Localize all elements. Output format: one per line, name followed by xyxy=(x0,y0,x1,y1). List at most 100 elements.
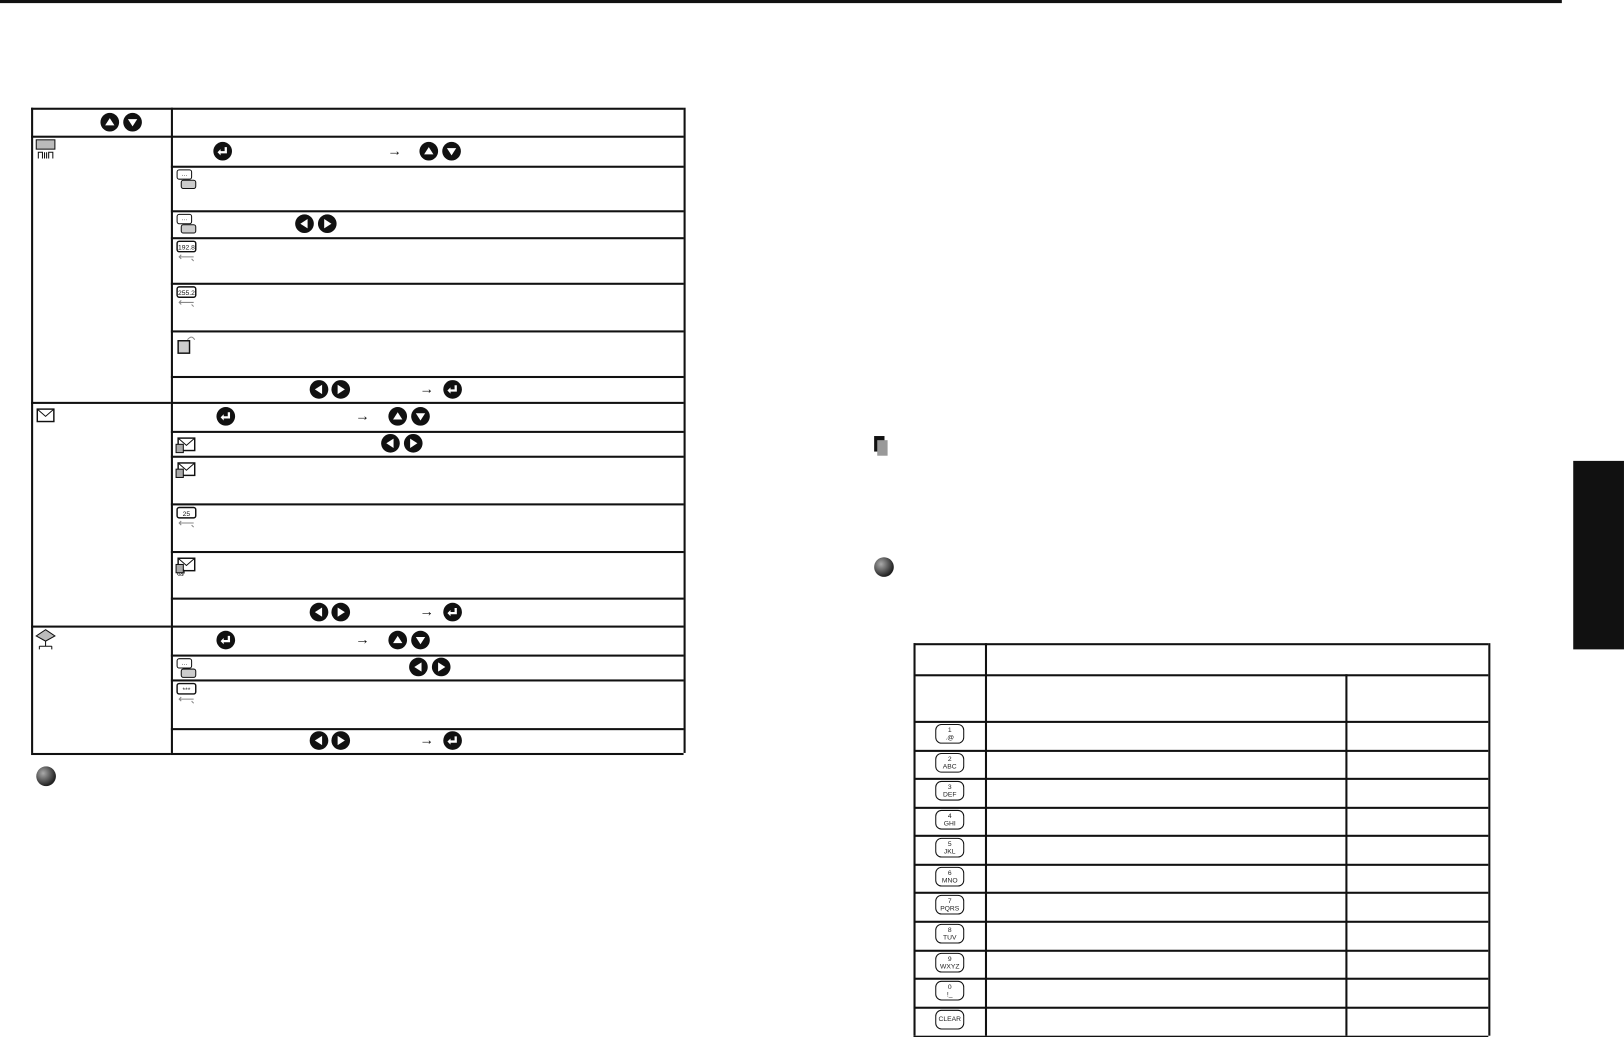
table-rule xyxy=(170,165,684,168)
table-rule xyxy=(913,749,1489,752)
right-button[interactable] xyxy=(331,731,351,750)
svg-text:192.8: 192.8 xyxy=(178,245,195,252)
table-rule xyxy=(170,455,684,458)
table-rule xyxy=(31,107,33,753)
right-button[interactable] xyxy=(331,602,351,621)
table-rule xyxy=(31,752,171,755)
keypad-key-3: 3 DEF xyxy=(935,780,965,801)
note-bullet-icon xyxy=(36,766,56,787)
table-rule xyxy=(683,107,686,753)
mail-icon xyxy=(34,404,57,427)
left-button[interactable] xyxy=(309,379,329,399)
key-number: 1 xyxy=(947,727,952,735)
key-characters: .@ xyxy=(945,734,955,742)
table-rule xyxy=(31,135,684,138)
svg-text:25: 25 xyxy=(183,511,191,518)
table-rule xyxy=(1488,643,1490,1036)
svg-text:···: ··· xyxy=(181,661,187,668)
table-rule xyxy=(913,834,1489,837)
keypad-key-6: 6 MNO xyxy=(935,866,965,887)
enter-button[interactable] xyxy=(216,630,236,650)
keypad-key-9: 9 WXYZ xyxy=(935,952,965,973)
key-characters: DEF xyxy=(943,791,957,799)
table-rule xyxy=(913,920,1489,923)
table-rule xyxy=(913,777,1489,780)
right-button[interactable] xyxy=(317,214,337,234)
key-characters: WXYZ xyxy=(940,962,960,970)
password-icon: *** xyxy=(175,681,198,704)
key-characters: CLEAR xyxy=(938,1016,961,1024)
enter-button[interactable] xyxy=(443,731,462,750)
keypad-key-1: 1 .@ xyxy=(935,723,965,744)
arrow-right-icon: → xyxy=(419,731,434,748)
svg-text:255.2: 255.2 xyxy=(178,290,195,297)
enter-button[interactable] xyxy=(216,407,236,426)
table-rule xyxy=(913,674,1489,676)
mail-server-icon xyxy=(175,458,198,481)
svg-text:***: *** xyxy=(182,687,190,694)
right-button[interactable] xyxy=(331,379,351,399)
down-button[interactable] xyxy=(411,407,430,426)
up-button[interactable] xyxy=(419,141,439,161)
right-button[interactable] xyxy=(403,433,423,453)
table-rule xyxy=(170,107,173,753)
keypad-key-8: 8 TUV xyxy=(935,923,965,944)
key-characters: TUV xyxy=(943,934,957,942)
table-rule xyxy=(170,401,684,404)
keypad-key-5: 5 JKL xyxy=(935,837,965,858)
left-button[interactable] xyxy=(309,602,329,621)
keypad-key-7: 7 PQRS xyxy=(935,894,965,915)
table-rule xyxy=(170,550,684,553)
left-button[interactable] xyxy=(381,433,400,453)
enter-button[interactable] xyxy=(213,141,232,161)
table-rule xyxy=(913,806,1489,809)
key-characters: GHI xyxy=(943,819,956,828)
down-button[interactable] xyxy=(442,141,461,161)
arrow-right-icon: → xyxy=(355,407,370,424)
email-address-icon: @ xyxy=(175,553,198,577)
top-rule xyxy=(0,0,1562,4)
mail-notification-icon xyxy=(175,433,198,456)
up-button[interactable] xyxy=(100,112,120,132)
key-number: 4 xyxy=(947,812,952,820)
keypad-key-2: 2 ABC xyxy=(935,752,965,773)
down-button[interactable] xyxy=(411,630,430,650)
enter-button[interactable] xyxy=(443,602,462,621)
table-rule xyxy=(913,643,1489,645)
table-rule xyxy=(170,237,684,239)
table-rule xyxy=(170,597,684,600)
svg-text:···: ··· xyxy=(181,217,187,224)
table-rule xyxy=(984,643,987,1036)
table-rule xyxy=(170,430,684,433)
arrow-right-icon: → xyxy=(419,379,434,397)
key-characters: ABC xyxy=(942,762,957,771)
up-button[interactable] xyxy=(388,630,408,650)
table-rule xyxy=(913,891,1489,894)
gateway-icon xyxy=(175,332,198,355)
key-characters: !_ xyxy=(946,991,953,999)
arrow-right-icon: → xyxy=(387,141,402,158)
down-button[interactable] xyxy=(123,112,142,132)
table-rule xyxy=(170,679,684,681)
table-rule xyxy=(170,210,684,212)
ip-address-icon: 192.8 xyxy=(175,239,198,262)
left-button[interactable] xyxy=(295,214,314,234)
table-rule xyxy=(170,728,684,730)
left-button[interactable] xyxy=(409,657,428,677)
note-bullet-icon xyxy=(874,557,894,577)
keypad-key-clear: CLEAR xyxy=(935,1009,965,1030)
enter-button[interactable] xyxy=(443,379,462,399)
right-button[interactable] xyxy=(431,657,451,677)
key-characters: JKL xyxy=(943,848,956,856)
key-number: 6 xyxy=(947,869,952,877)
left-button[interactable] xyxy=(309,731,329,750)
up-button[interactable] xyxy=(388,407,408,426)
document-icon xyxy=(874,436,888,456)
password-setting-icon: ··· xyxy=(175,657,198,680)
table-rule xyxy=(913,720,1489,723)
smtp-port-icon: 25 xyxy=(175,505,198,528)
table-rule xyxy=(31,401,171,404)
table-rule xyxy=(170,375,684,378)
keypad-key-0: 0 !_ xyxy=(935,980,965,1001)
